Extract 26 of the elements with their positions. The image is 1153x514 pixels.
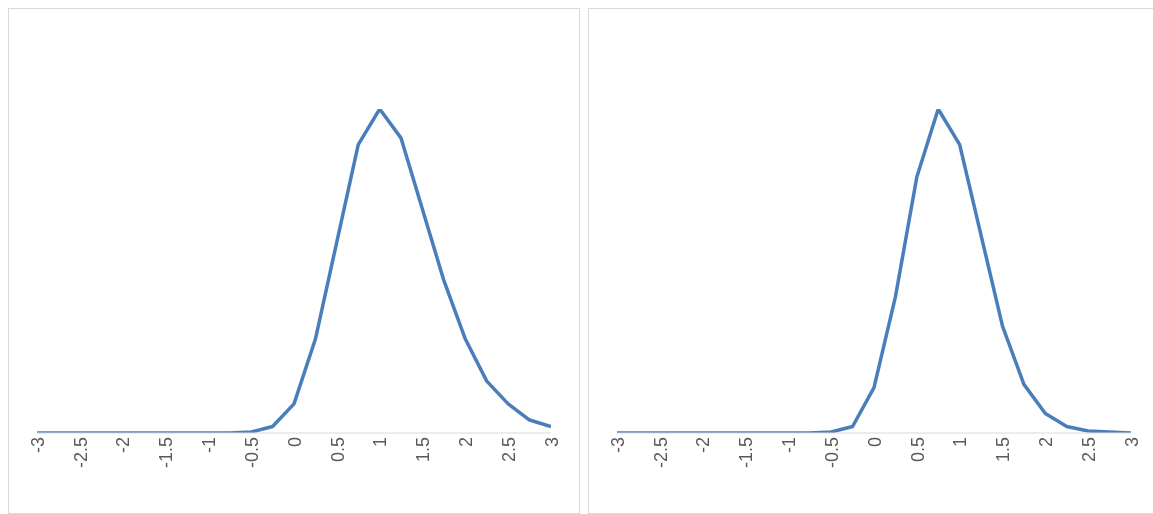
x-tick-label: 2 <box>1036 437 1057 448</box>
x-tick-label: -1.5 <box>736 437 757 469</box>
x-tick-label: -3 <box>607 437 628 454</box>
x-tick-label: 1 <box>370 437 391 448</box>
x-tick-label: -1 <box>779 437 800 454</box>
x-tick-label: 3 <box>1121 437 1142 448</box>
x-tick-label: -1 <box>199 437 220 454</box>
x-tick-label: -2 <box>693 437 714 454</box>
x-tick-label: 2.5 <box>498 437 519 463</box>
x-tick-label: 1.5 <box>413 437 434 463</box>
x-tick-label: 3 <box>541 437 562 448</box>
x-tick-label: 2 <box>456 437 477 448</box>
x-tick-label: 0 <box>864 437 885 448</box>
x-tick-label: -1.5 <box>156 437 177 469</box>
x-tick-label: -0.5 <box>241 437 262 469</box>
x-tick-label: -2.5 <box>650 437 671 469</box>
x-tick-label: -3 <box>27 437 48 454</box>
x-tick-label: 0.5 <box>907 437 928 463</box>
x-tick-label: -0.5 <box>821 437 842 469</box>
x-tick-label: -2.5 <box>70 437 91 469</box>
x-tick-label: 0.5 <box>327 437 348 463</box>
x-tick-label: 1.5 <box>993 437 1014 463</box>
x-tick-label: 0 <box>284 437 305 448</box>
x-tick-label: -2 <box>113 437 134 454</box>
x-tick-label: 2.5 <box>1078 437 1099 463</box>
x-tick-label: 1 <box>950 437 971 448</box>
